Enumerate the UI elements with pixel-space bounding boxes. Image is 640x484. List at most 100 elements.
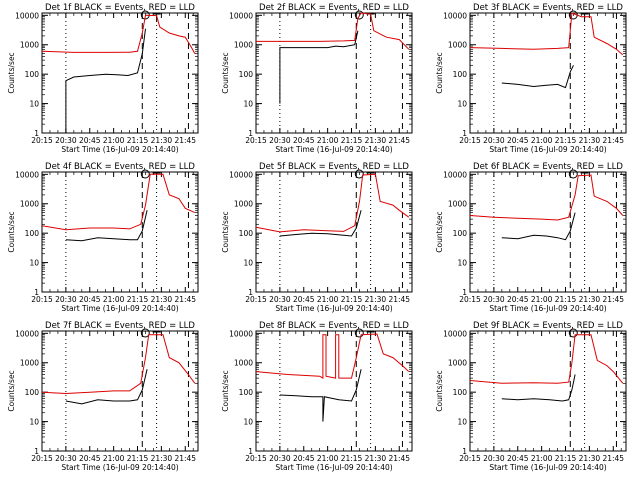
- y-tick-label: 1000: [20, 200, 39, 209]
- y-tick-label: 1000: [234, 41, 253, 50]
- x-axis-label: Start Time (16-Jul-09 20:14:40): [61, 145, 178, 154]
- event-marker-circle: [354, 328, 364, 338]
- x-tick-label: 21:15: [341, 454, 363, 463]
- panel-5: Det 5f BLACK = Events, RED = LLD 1 10 100 10…: [221, 162, 413, 313]
- series-lld-line: [41, 334, 196, 395]
- series-lld-line: [469, 174, 624, 221]
- y-tick-label: 10000: [15, 11, 39, 20]
- x-axis-label: Start Time (16-Jul-09 20:14:40): [61, 463, 178, 472]
- x-tick-label: 21:15: [555, 136, 577, 145]
- series-lld-line: [469, 334, 624, 384]
- plot-frame: [41, 12, 199, 134]
- x-tick-label: 21:30: [579, 136, 601, 145]
- event-marker-circle: [140, 169, 150, 179]
- x-tick-label: 20:30: [483, 295, 505, 304]
- y-tick-label: 10000: [443, 170, 467, 179]
- x-axis-label: Start Time (16-Jul-09 20:14:40): [275, 304, 392, 313]
- x-tick-label: 21:30: [151, 136, 173, 145]
- event-marker-circle: [140, 328, 150, 338]
- y-tick-label: 100: [25, 229, 40, 238]
- x-tick-label: 20:30: [55, 136, 77, 145]
- y-tick-label: 10000: [443, 329, 467, 338]
- series-events-line: [65, 369, 148, 405]
- y-tick-label: 1: [248, 288, 253, 297]
- x-tick-label: 20:15: [245, 454, 267, 463]
- y-axis-label: Counts/sec: [221, 211, 230, 252]
- x-tick-label: 20:45: [293, 136, 315, 145]
- x-tick-label: 20:45: [79, 136, 101, 145]
- y-tick-label: 10: [29, 100, 39, 109]
- series-lld-line: [255, 173, 410, 233]
- x-tick-label: 20:30: [483, 136, 505, 145]
- y-tick-label: 10000: [229, 11, 253, 20]
- y-tick-label: 10: [29, 259, 39, 268]
- y-tick-label: 10: [243, 259, 253, 268]
- panel-title: Det 8f BLACK = Events, RED = LLD: [259, 321, 409, 331]
- y-tick-label: 100: [25, 70, 40, 79]
- plot-frame: [41, 330, 199, 452]
- panel-title: Det 1f BLACK = Events, RED = LLD: [45, 3, 195, 13]
- y-tick-label: 10: [243, 418, 253, 427]
- x-tick-label: 20:30: [269, 454, 291, 463]
- x-tick-label: 21:30: [365, 295, 387, 304]
- x-tick-label: 21:00: [531, 295, 553, 304]
- series-events-line: [501, 212, 576, 241]
- panel-title: Det 7f BLACK = Events, RED = LLD: [45, 321, 195, 331]
- y-tick-label: 10000: [229, 329, 253, 338]
- x-tick-label: 21:45: [388, 295, 410, 304]
- x-tick-label: 21:00: [317, 136, 339, 145]
- plot-frame: [469, 171, 627, 293]
- x-tick-label: 21:00: [531, 136, 553, 145]
- y-tick-label: 10: [29, 418, 39, 427]
- y-tick-label: 1: [34, 288, 39, 297]
- x-tick-label: 21:15: [127, 454, 149, 463]
- event-marker-circle: [354, 10, 364, 20]
- x-tick-label: 20:45: [507, 136, 529, 145]
- panel-title: Det 4f BLACK = Events, RED = LLD: [45, 162, 195, 172]
- plot-frame: [469, 330, 627, 452]
- y-axis-label: Counts/sec: [435, 211, 444, 252]
- x-tick-label: 20:45: [79, 295, 101, 304]
- y-tick-label: 1000: [234, 359, 253, 368]
- event-marker-bracket: [152, 331, 161, 339]
- x-tick-label: 20:15: [31, 454, 53, 463]
- x-tick-label: 21:45: [602, 295, 624, 304]
- x-tick-label: 20:15: [245, 136, 267, 145]
- panel-6: Det 6f BLACK = Events, RED = LLD 1 10 100 10…: [435, 162, 627, 313]
- x-tick-label: 21:30: [579, 454, 601, 463]
- x-tick-label: 20:15: [459, 295, 481, 304]
- y-tick-label: 1000: [448, 41, 467, 50]
- plot-frame: [41, 171, 199, 293]
- series-lld-line: [256, 12, 410, 50]
- x-tick-label: 21:15: [555, 295, 577, 304]
- x-tick-label: 21:15: [341, 136, 363, 145]
- y-tick-label: 1000: [448, 359, 467, 368]
- x-tick-label: 20:15: [459, 454, 481, 463]
- series-events-line: [501, 374, 576, 402]
- y-tick-label: 100: [239, 70, 254, 79]
- x-tick-label: 20:45: [293, 454, 315, 463]
- x-tick-label: 21:15: [127, 136, 149, 145]
- y-axis-label: Counts/sec: [435, 370, 444, 411]
- x-tick-label: 21:30: [151, 454, 173, 463]
- x-tick-label: 21:45: [602, 136, 624, 145]
- x-tick-label: 20:15: [31, 136, 53, 145]
- y-tick-label: 1: [248, 129, 253, 138]
- event-marker-circle: [568, 328, 578, 338]
- x-axis-label: Start Time (16-Jul-09 20:14:40): [489, 463, 606, 472]
- y-tick-label: 10000: [15, 170, 39, 179]
- y-tick-label: 100: [453, 388, 468, 397]
- x-tick-label: 21:45: [602, 454, 624, 463]
- x-tick-label: 20:45: [293, 295, 315, 304]
- y-axis-label: Counts/sec: [435, 52, 444, 93]
- x-tick-label: 20:30: [55, 295, 77, 304]
- y-tick-label: 1000: [234, 200, 253, 209]
- x-tick-label: 20:15: [31, 295, 53, 304]
- series-lld-line: [41, 173, 196, 231]
- series-events-line: [65, 210, 148, 242]
- x-tick-label: 20:30: [55, 454, 77, 463]
- x-tick-label: 20:15: [459, 136, 481, 145]
- x-tick-label: 21:45: [388, 454, 410, 463]
- x-tick-label: 21:30: [365, 454, 387, 463]
